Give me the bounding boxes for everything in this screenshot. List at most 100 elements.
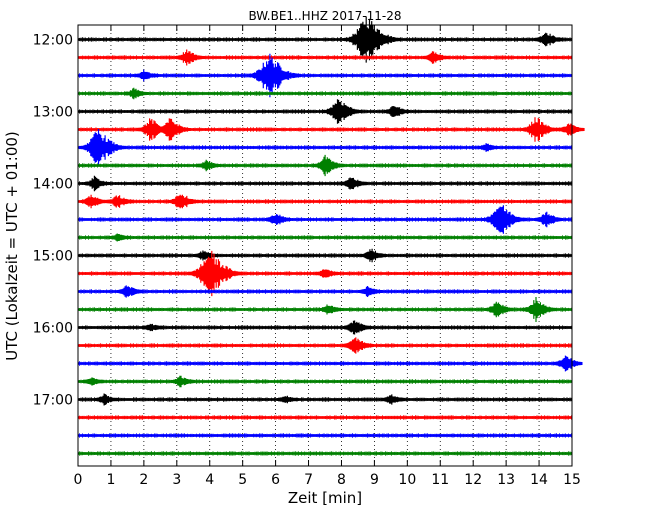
x-tick-label: 14	[530, 472, 548, 488]
seismic-event	[322, 99, 363, 124]
x-tick-label: 0	[74, 472, 83, 488]
seismic-event	[106, 195, 134, 208]
trace-baseline	[78, 398, 572, 401]
trace-baseline	[78, 236, 572, 239]
seismic-event	[156, 118, 191, 141]
trace-baseline	[78, 200, 572, 203]
seismic-event	[484, 301, 514, 318]
seismic-event	[558, 123, 585, 136]
seismic-event	[79, 129, 127, 166]
seismic-event	[342, 337, 374, 354]
seismic-event	[188, 250, 244, 297]
trace-baseline	[78, 128, 572, 131]
seismic-event	[343, 16, 401, 63]
seismic-event	[124, 87, 149, 100]
seismic-event	[360, 248, 387, 263]
seismic-event	[553, 355, 583, 372]
seismic-event	[141, 323, 163, 332]
seismic-event	[381, 394, 406, 405]
x-tick-label: 3	[172, 472, 181, 488]
trace-baseline	[78, 452, 572, 455]
trace-13:15	[77, 117, 585, 142]
seismic-event	[534, 32, 563, 47]
seismic-event	[82, 377, 104, 386]
seismic-event	[521, 117, 559, 142]
trace-baseline	[78, 380, 572, 383]
x-tick-label: 10	[398, 472, 416, 488]
seismic-event	[248, 53, 302, 98]
seismic-event	[423, 51, 450, 64]
x-tick-label: 15	[563, 472, 581, 488]
plot-frame	[77, 24, 573, 467]
y-tick-label: 17:00	[33, 393, 73, 409]
x-tick-labels: 0 1 2 3 4 5 6 7 8 9 10 11 12 13 14 15	[74, 472, 581, 488]
x-tick-label: 9	[370, 472, 379, 488]
vertical-grid	[110, 25, 540, 466]
seismic-event	[318, 304, 343, 315]
x-tick-label: 2	[139, 472, 148, 488]
seismic-event	[116, 285, 144, 298]
trace-16:30	[77, 355, 583, 372]
trace-baseline	[78, 218, 572, 221]
y-tick-label: 15:00	[33, 249, 73, 265]
trace-baseline	[78, 182, 572, 185]
seismic-event	[276, 395, 298, 404]
trace-baseline	[78, 146, 572, 149]
seismic-event	[358, 286, 383, 297]
trace-baseline	[78, 74, 572, 77]
x-tick-label: 5	[238, 472, 247, 488]
seismic-event	[167, 194, 200, 209]
seismic-event	[312, 154, 345, 177]
seismic-event	[196, 159, 222, 172]
seismic-event	[481, 205, 528, 234]
trace-baseline	[78, 56, 572, 59]
trace-baseline	[78, 92, 572, 95]
x-tick-label: 6	[271, 472, 280, 488]
x-tick-label: 7	[304, 472, 313, 488]
y-tick-label: 16:00	[33, 321, 73, 337]
trace-baseline	[78, 326, 572, 329]
seismic-event	[193, 250, 218, 261]
trace-16:00	[77, 320, 572, 335]
seismic-event	[83, 175, 111, 192]
x-tick-label: 13	[497, 472, 515, 488]
seismic-event	[265, 214, 292, 225]
seismic-event	[94, 393, 119, 406]
seismic-event	[108, 233, 130, 242]
trace-12:30	[77, 53, 572, 98]
seismic-event	[340, 177, 368, 190]
x-tick-label: 1	[106, 472, 115, 488]
y-tick-label: 12:00	[33, 33, 73, 49]
axis-ticks	[77, 25, 573, 466]
trace-baseline	[78, 38, 572, 41]
seismic-event	[522, 297, 557, 322]
seismic-event	[343, 320, 372, 335]
trace-baseline	[78, 416, 572, 419]
trace-baseline	[78, 290, 572, 293]
trace-baseline	[78, 344, 572, 347]
x-tick-label: 8	[337, 472, 346, 488]
seismic-event	[315, 269, 340, 278]
trace-baseline	[78, 362, 572, 365]
x-tick-label: 12	[464, 472, 482, 488]
seismic-event	[175, 49, 205, 66]
seismic-event	[477, 143, 499, 152]
trace-17:00	[77, 393, 572, 406]
x-tick-label: 4	[205, 472, 214, 488]
seismic-event	[170, 375, 195, 388]
trace-baseline	[78, 254, 572, 257]
trace-13:45	[77, 154, 572, 177]
chart-title: BW.BE1..HHZ 2017-11-28	[248, 9, 401, 23]
seismic-event	[134, 69, 159, 82]
y-tick-label: 14:00	[33, 177, 73, 193]
trace-baseline	[78, 434, 572, 437]
y-axis-label: UTC (Lokalzeit = UTC + 01:00)	[3, 131, 21, 361]
y-tick-label: 13:00	[33, 105, 73, 121]
seismic-event	[383, 106, 411, 117]
x-tick-label: 11	[431, 472, 449, 488]
y-tick-labels: 12:00 13:00 14:00 15:00 16:00 17:00	[33, 33, 73, 409]
seismic-event	[80, 194, 108, 209]
seismic-event	[534, 211, 563, 228]
x-axis-label: Zeit [min]	[288, 489, 362, 507]
